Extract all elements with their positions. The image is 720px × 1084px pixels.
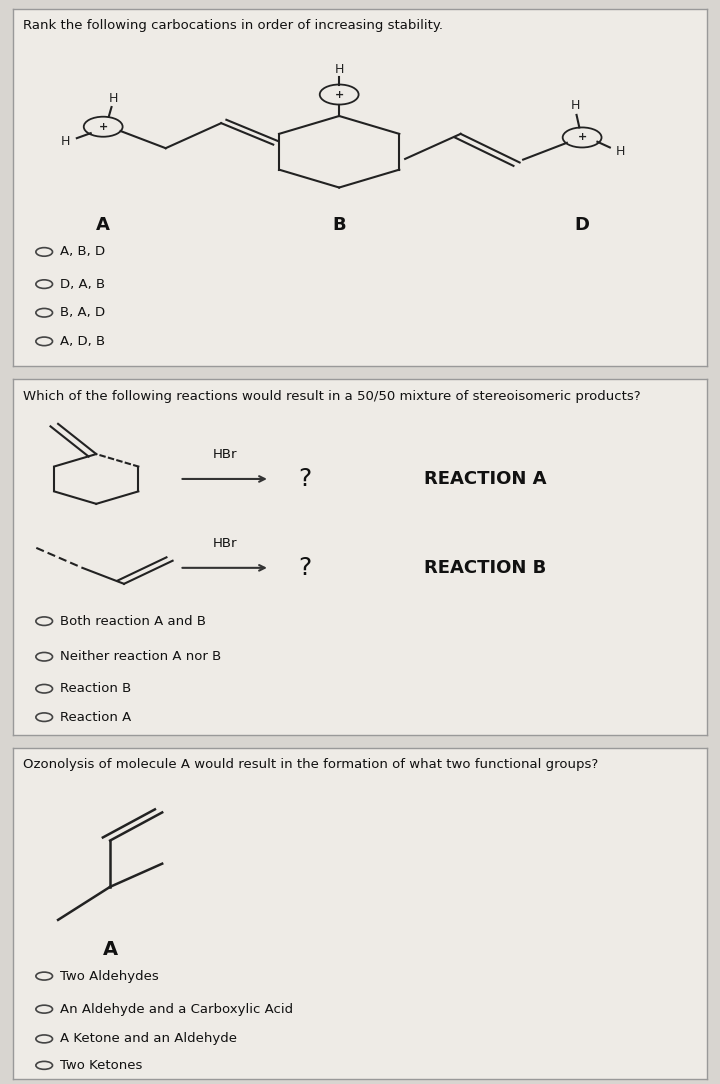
Text: Reaction A: Reaction A: [60, 711, 132, 724]
Text: REACTION B: REACTION B: [424, 559, 546, 577]
Text: +: +: [577, 132, 587, 142]
Text: D, A, B: D, A, B: [60, 278, 105, 291]
Text: H: H: [60, 134, 70, 147]
Text: A, D, B: A, D, B: [60, 335, 105, 348]
Text: Rank the following carbocations in order of increasing stability.: Rank the following carbocations in order…: [23, 20, 444, 33]
Text: +: +: [99, 121, 108, 132]
Text: A: A: [96, 216, 110, 234]
Text: A Ketone and an Aldehyde: A Ketone and an Aldehyde: [60, 1032, 237, 1045]
Text: An Aldehyde and a Carboxylic Acid: An Aldehyde and a Carboxylic Acid: [60, 1003, 293, 1016]
Text: A: A: [102, 940, 117, 958]
Text: ?: ?: [298, 556, 311, 580]
Text: ?: ?: [298, 467, 311, 491]
Text: Two Aldehydes: Two Aldehydes: [60, 969, 159, 982]
Text: B: B: [333, 216, 346, 234]
Text: Neither reaction A nor B: Neither reaction A nor B: [60, 650, 222, 663]
Text: D: D: [575, 216, 590, 234]
Text: Which of the following reactions would result in a 50/50 mixture of stereoisomer: Which of the following reactions would r…: [23, 390, 641, 403]
Text: H: H: [570, 99, 580, 112]
Text: Reaction B: Reaction B: [60, 682, 132, 695]
Text: H: H: [335, 63, 344, 76]
Text: REACTION A: REACTION A: [423, 470, 546, 488]
Text: H: H: [616, 145, 625, 158]
Text: +: +: [335, 90, 344, 100]
Text: HBr: HBr: [212, 448, 237, 461]
Text: Both reaction A and B: Both reaction A and B: [60, 615, 206, 628]
Text: A, B, D: A, B, D: [60, 245, 105, 258]
Text: Ozonolysis of molecule A would result in the formation of what two functional gr: Ozonolysis of molecule A would result in…: [23, 758, 598, 771]
Text: Two Ketones: Two Ketones: [60, 1059, 143, 1072]
Text: H: H: [109, 92, 118, 104]
Text: HBr: HBr: [212, 537, 237, 550]
Text: B, A, D: B, A, D: [60, 307, 105, 319]
